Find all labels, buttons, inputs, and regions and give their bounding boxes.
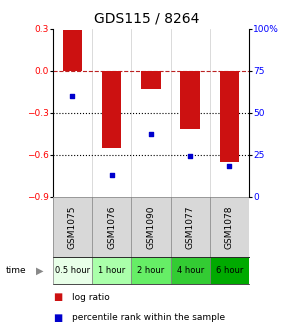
Text: 0.5 hour: 0.5 hour <box>55 266 90 275</box>
Text: 6 hour: 6 hour <box>216 266 243 275</box>
Text: 1 hour: 1 hour <box>98 266 125 275</box>
Text: ■: ■ <box>53 292 62 302</box>
Bar <box>92 257 131 284</box>
Bar <box>102 71 121 148</box>
Text: 2 hour: 2 hour <box>137 266 165 275</box>
Bar <box>171 257 210 284</box>
Bar <box>53 257 92 284</box>
Text: percentile rank within the sample: percentile rank within the sample <box>72 313 225 322</box>
Text: ▶: ▶ <box>36 265 43 276</box>
Point <box>188 154 193 159</box>
Bar <box>210 257 249 284</box>
Bar <box>220 71 239 162</box>
Bar <box>63 30 82 71</box>
Text: GDS115 / 8264: GDS115 / 8264 <box>94 12 199 26</box>
Text: GSM1075: GSM1075 <box>68 205 77 249</box>
Text: GSM1090: GSM1090 <box>146 205 155 249</box>
Text: 4 hour: 4 hour <box>176 266 204 275</box>
Text: GSM1076: GSM1076 <box>107 205 116 249</box>
Point <box>149 132 153 137</box>
Text: GSM1078: GSM1078 <box>225 205 234 249</box>
Bar <box>131 257 171 284</box>
Text: log ratio: log ratio <box>72 293 110 302</box>
Point <box>227 164 232 169</box>
Point <box>70 93 75 98</box>
Text: GSM1077: GSM1077 <box>186 205 195 249</box>
Bar <box>180 71 200 129</box>
Point <box>109 172 114 177</box>
Text: ■: ■ <box>53 312 62 323</box>
Bar <box>141 71 161 89</box>
Text: time: time <box>6 266 26 275</box>
